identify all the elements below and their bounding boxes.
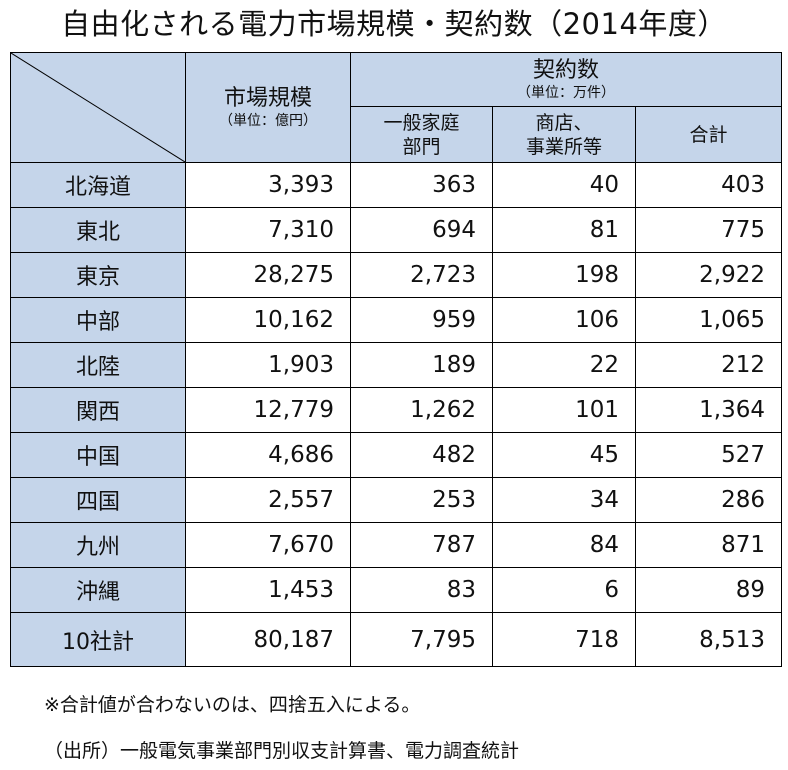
grand-total: 8,513 [635,612,782,667]
commercial-value: 45 [492,432,636,478]
market-size-value: 7,310 [185,207,351,253]
region-name: 関西 [10,387,186,433]
market-size-value: 28,275 [185,252,351,298]
commercial-value: 101 [492,387,636,433]
table-row: 北陸 1,903 189 22 212 [10,342,782,388]
commercial-value: 198 [492,252,636,298]
market-size-total: 80,187 [185,612,351,667]
diagonal-line [11,53,185,162]
residential-value: 2,723 [350,252,493,298]
residential-value: 959 [350,297,493,343]
total-value: 1,065 [635,297,782,343]
total-label: 合計 [689,123,728,146]
source-note: （出所）一般電気事業部門別収支計算書、電力調査統計 [44,740,520,762]
market-size-value: 4,686 [185,432,351,478]
residential-value: 482 [350,432,493,478]
table-row: 関西 12,779 1,262 101 1,364 [10,387,782,433]
commercial-value: 81 [492,207,636,253]
commercial-total: 718 [492,612,636,667]
residential-label-2: 部門 [402,135,441,158]
residential-value: 363 [350,162,493,208]
market-size-label: 市場規模 [223,85,312,111]
market-size-value: 3,393 [185,162,351,208]
region-name: 中国 [10,432,186,478]
market-size-unit: （単位：億円） [219,112,317,129]
market-size-header: 市場規模 （単位：億円） [185,52,351,163]
residential-value: 83 [350,567,493,613]
commercial-label-2: 事業所等 [525,135,602,158]
table-row: 中部 10,162 959 106 1,065 [10,297,782,343]
commercial-value: 34 [492,477,636,523]
table-row: 沖縄 1,453 83 6 89 [10,567,782,613]
total-value: 89 [635,567,782,613]
region-name: 北海道 [10,162,186,208]
market-size-value: 1,903 [185,342,351,388]
contracts-header: 契約数 （単位：万件） [350,52,782,107]
residential-value: 787 [350,522,493,568]
table-row: 東北 7,310 694 81 775 [10,207,782,253]
commercial-label-1: 商店、 [535,111,593,134]
total-value: 1,364 [635,387,782,433]
region-name: 中部 [10,297,186,343]
total-value: 871 [635,522,782,568]
commercial-value: 84 [492,522,636,568]
commercial-value: 40 [492,162,636,208]
region-name: 北陸 [10,342,186,388]
residential-value: 253 [350,477,493,523]
region-name: 九州 [10,522,186,568]
table-row: 四国 2,557 253 34 286 [10,477,782,523]
corner-header-cell [10,52,186,163]
market-size-value: 12,779 [185,387,351,433]
table-row: 九州 7,670 787 84 871 [10,522,782,568]
total-value: 2,922 [635,252,782,298]
residential-label-1: 一般家庭 [383,111,460,134]
commercial-value: 106 [492,297,636,343]
residential-value: 1,262 [350,387,493,433]
market-size-value: 1,453 [185,567,351,613]
residential-header: 一般家庭 部門 [350,106,493,163]
total-value: 403 [635,162,782,208]
residential-total: 7,795 [350,612,493,667]
residential-value: 189 [350,342,493,388]
table-row: 中国 4,686 482 45 527 [10,432,782,478]
commercial-value: 22 [492,342,636,388]
region-name: 東京 [10,252,186,298]
table-row: 東京 28,275 2,723 198 2,922 [10,252,782,298]
total-value: 286 [635,477,782,523]
market-size-value: 2,557 [185,477,351,523]
rounding-note: ※合計値が合わないのは、四捨五入による。 [44,694,421,716]
total-region-name: 10社計 [10,612,186,667]
total-header: 合計 [635,106,782,163]
residential-value: 694 [350,207,493,253]
market-table: 市場規模 （単位：億円） 契約数 （単位：万件） 一般家庭 部門 商店、 事業所… [10,52,782,667]
total-row: 10社計 80,187 7,795 718 8,513 [10,612,782,667]
market-size-value: 7,670 [185,522,351,568]
market-size-value: 10,162 [185,297,351,343]
total-value: 212 [635,342,782,388]
region-name: 沖縄 [10,567,186,613]
region-name: 四国 [10,477,186,523]
contracts-label: 契約数 [532,57,599,83]
region-name: 東北 [10,207,186,253]
page-title: 自由化される電力市場規模・契約数（2014年度） [61,7,727,41]
total-value: 775 [635,207,782,253]
contracts-unit: （単位：万件） [517,84,615,101]
commercial-header: 商店、 事業所等 [492,106,636,163]
table-row: 北海道 3,393 363 40 403 [10,162,782,208]
total-value: 527 [635,432,782,478]
commercial-value: 6 [492,567,636,613]
